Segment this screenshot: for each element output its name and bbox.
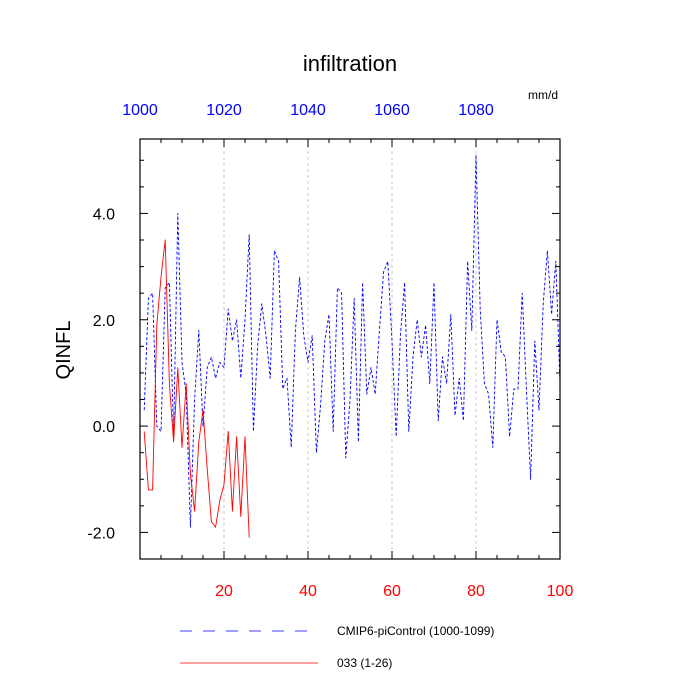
top-tick-label: 1080 xyxy=(458,102,494,119)
x-tick-label: 40 xyxy=(299,583,317,600)
top-tick-label: 1000 xyxy=(122,102,158,119)
x-tick-label: 100 xyxy=(547,583,574,600)
y-tick-label: -2.0 xyxy=(87,525,115,542)
series-line-033 xyxy=(143,239,250,538)
top-tick-label: 1040 xyxy=(290,102,326,119)
series-line-piControl xyxy=(143,154,561,528)
top-tick-label: 1020 xyxy=(206,102,242,119)
grid-lines xyxy=(223,139,477,559)
top-tick-label: 1060 xyxy=(374,102,410,119)
x-tick-label: 20 xyxy=(215,583,233,600)
x-tick-label: 80 xyxy=(467,583,485,600)
y-axis-label: QINFL xyxy=(53,321,75,380)
series-layer xyxy=(143,154,561,538)
plot-frame xyxy=(139,138,561,560)
axes: 20 40 60 80 100 1000 1020 1040 1060 1080 -2.0 0.0 2.… xyxy=(87,102,573,600)
legend-label-piControl: CMIP6-piControl (1000-1099) xyxy=(337,624,494,638)
x-tick-label: 60 xyxy=(383,583,401,600)
y-tick-label: 0.0 xyxy=(93,419,115,436)
units-label: mm/d xyxy=(528,88,558,102)
y-tick-label: 4.0 xyxy=(93,206,115,223)
chart-title: infiltration xyxy=(303,51,397,76)
y-tick-label: 2.0 xyxy=(93,313,115,330)
legend: CMIP6-piControl (1000-1099) 033 (1-26) xyxy=(180,624,494,670)
legend-label-033: 033 (1-26) xyxy=(337,656,392,670)
